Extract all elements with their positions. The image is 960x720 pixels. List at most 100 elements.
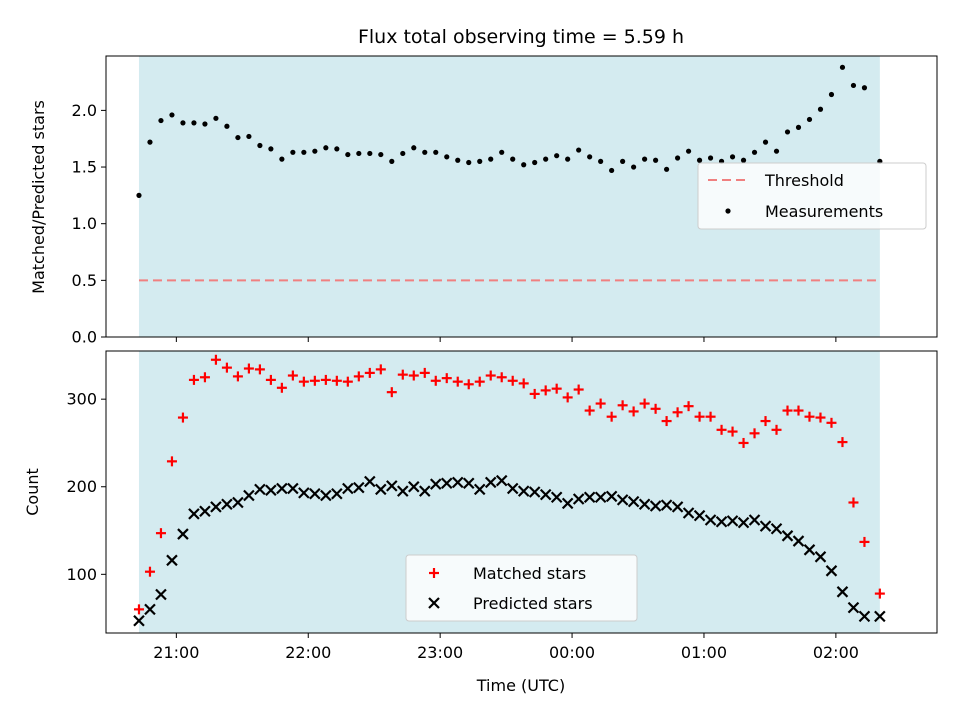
predicted-mark-stroke xyxy=(572,493,585,505)
legend-matched-label: Matched stars xyxy=(473,564,586,583)
matched-point xyxy=(672,407,683,418)
matched-point xyxy=(485,370,496,381)
measurement-point xyxy=(367,150,373,157)
matched-point xyxy=(815,412,826,423)
y-tick-label: 1.5 xyxy=(72,158,97,177)
measurement-point xyxy=(663,166,670,172)
predicted-mark-stroke xyxy=(550,491,563,504)
predicted-mark-stroke xyxy=(781,530,794,542)
predicted-mark-stroke xyxy=(320,489,332,502)
predicted-point xyxy=(364,475,376,488)
matched-point xyxy=(133,604,144,615)
legend-predicted-swatch xyxy=(428,597,440,609)
predicted-mark-stroke xyxy=(232,496,244,509)
top-panel: 0.00.51.01.52.0 Matched/Predicted stars … xyxy=(29,55,938,347)
measurement-point xyxy=(213,115,219,121)
predicted-point xyxy=(770,523,783,535)
predicted-mark-stroke xyxy=(188,508,200,520)
predicted-point xyxy=(550,491,563,504)
predicted-mark-stroke xyxy=(254,483,266,496)
predicted-mark-stroke xyxy=(528,486,541,498)
predicted-point xyxy=(144,603,156,616)
legend-measurements-swatch xyxy=(725,208,731,214)
x-tick-label: 02:00 xyxy=(813,643,859,662)
predicted-mark-stroke xyxy=(748,514,761,526)
top-series-group xyxy=(136,64,883,198)
matched-point xyxy=(529,388,540,399)
predicted-point xyxy=(627,495,640,508)
predicted-point xyxy=(188,508,200,520)
predicted-mark-stroke xyxy=(682,507,695,519)
predicted-mark-stroke xyxy=(638,498,651,511)
matched-point xyxy=(683,401,694,412)
measurement-point xyxy=(323,145,329,151)
x-tick-label: 00:00 xyxy=(549,643,595,662)
predicted-mark-stroke xyxy=(495,474,508,487)
matched-point xyxy=(199,372,210,383)
legend-matched-swatch xyxy=(429,568,439,578)
measurement-point xyxy=(554,153,560,159)
measurement-point xyxy=(290,149,296,155)
predicted-point xyxy=(429,478,442,490)
predicted-mark-stroke xyxy=(583,491,596,504)
matched-point xyxy=(364,367,375,378)
predicted-point xyxy=(331,487,343,500)
measurement-point xyxy=(521,162,527,168)
predicted-point xyxy=(484,476,497,489)
x-tick-label: 23:00 xyxy=(417,643,463,662)
matched-point xyxy=(496,372,507,383)
predicted-point xyxy=(386,480,398,492)
measurement-point xyxy=(784,129,791,135)
predicted-mark-stroke xyxy=(561,497,574,510)
measurement-point xyxy=(543,156,549,162)
predicted-point xyxy=(320,489,332,502)
matched-point xyxy=(320,374,331,385)
matched-point xyxy=(408,370,419,381)
predicted-point xyxy=(243,489,255,502)
predicted-mark-stroke xyxy=(265,484,277,497)
bottom-panel: 100 200 300 21:00 22:00 23:00 00:00 01:00 02:00… xyxy=(23,350,938,695)
matched-point xyxy=(221,362,232,373)
measurement-point xyxy=(389,158,395,164)
measurement-point xyxy=(158,117,164,124)
measurement-point xyxy=(685,148,692,154)
bottom-ylabel: Count xyxy=(23,468,42,516)
predicted-mark-stroke xyxy=(506,482,519,495)
predicted-mark-stroke xyxy=(364,475,376,488)
measurement-point xyxy=(806,116,813,123)
measurement-point xyxy=(477,158,483,164)
matched-point xyxy=(793,405,804,416)
predicted-mark-stroke xyxy=(473,483,486,496)
predicted-point xyxy=(836,586,849,598)
measurement-point xyxy=(356,150,362,157)
matched-point xyxy=(243,363,254,374)
measurement-point xyxy=(268,146,274,152)
measurement-point xyxy=(191,120,197,126)
predicted-point xyxy=(803,544,816,556)
predicted-point xyxy=(605,490,618,503)
matched-point xyxy=(562,392,573,403)
predicted-mark-stroke xyxy=(627,495,640,508)
matched-point xyxy=(606,411,617,422)
bottom-legend: Matched stars Predicted stars xyxy=(405,554,638,622)
top-axes-frame xyxy=(105,55,938,338)
predicted-mark-stroke xyxy=(221,498,233,511)
predicted-point xyxy=(133,614,145,627)
predicted-point xyxy=(726,515,739,527)
matched-point xyxy=(232,371,243,382)
bottom-xticks: 21:00 22:00 23:00 00:00 01:00 02:00 xyxy=(153,633,859,662)
predicted-point xyxy=(254,483,266,496)
measurement-point xyxy=(257,142,263,149)
predicted-point xyxy=(462,477,475,490)
y-tick-label: 300 xyxy=(66,390,97,409)
top-yticks: 0.0 0.5 1.0 1.5 2.0 xyxy=(72,101,106,347)
predicted-mark-stroke xyxy=(375,483,387,496)
predicted-mark-stroke xyxy=(199,505,211,518)
y-tick-label: 0.5 xyxy=(72,271,97,290)
predicted-mark-stroke xyxy=(836,586,849,598)
predicted-mark-stroke xyxy=(803,544,816,556)
predicted-mark-stroke xyxy=(440,477,453,490)
predicted-point xyxy=(671,501,684,513)
measurement-point xyxy=(839,64,846,70)
legend-predicted-label: Predicted stars xyxy=(473,594,593,613)
